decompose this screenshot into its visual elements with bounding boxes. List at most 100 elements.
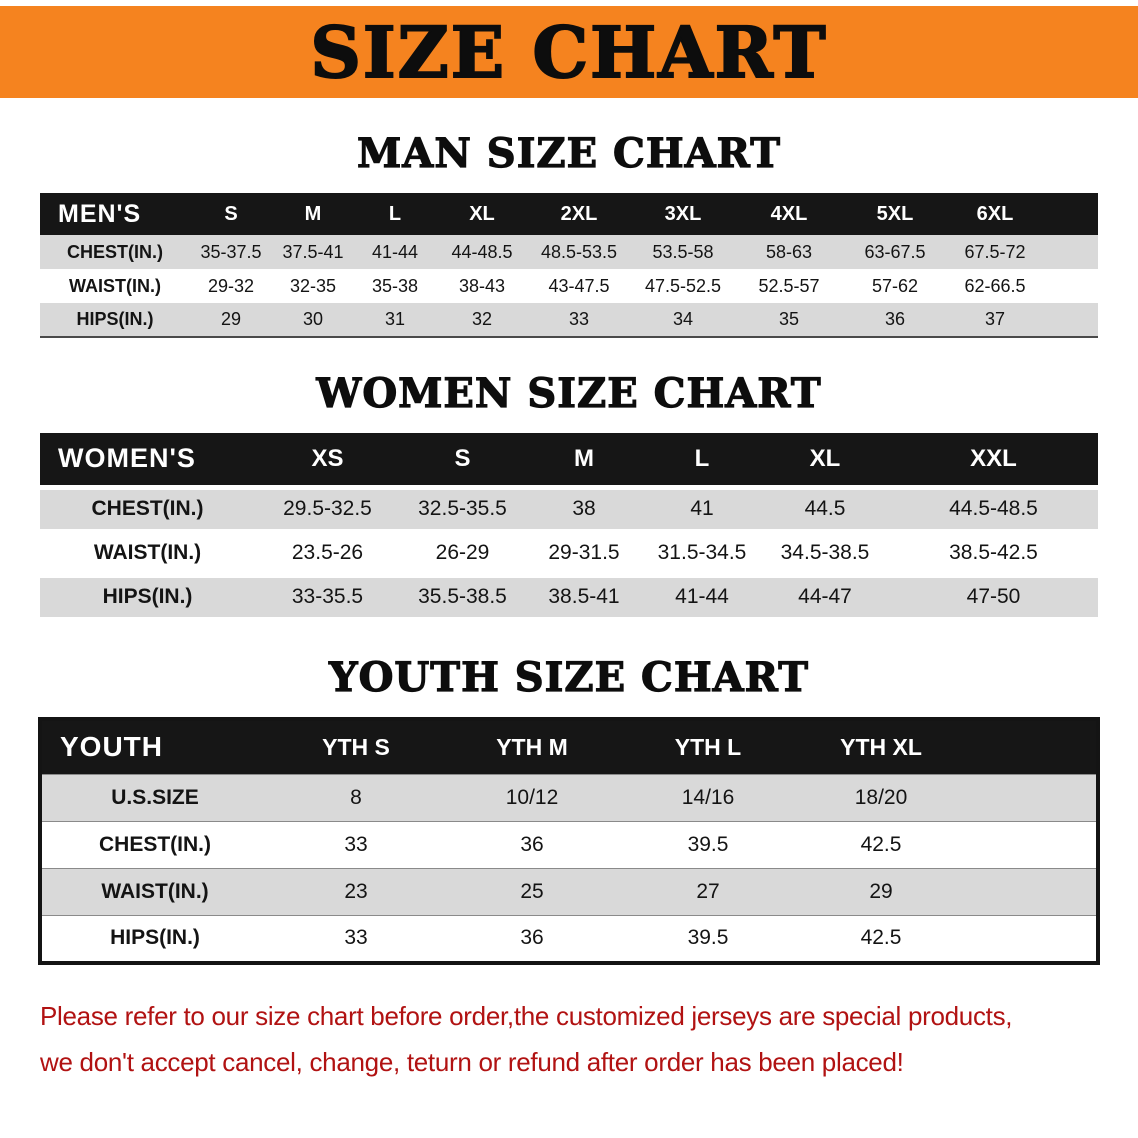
value-cell: 32.5-35.5 <box>418 497 507 520</box>
women-section: WOMEN SIZE CHART WOMEN'S XS S M L XL XXL CHEST(… <box>0 369 1138 622</box>
value-cell: 25 <box>520 880 544 903</box>
table-row: CHEST(IN.) 29.5-32.5 32.5-35.5 38 41 44.5 44.5… <box>40 487 1098 531</box>
value-cell: 44-48.5 <box>451 241 513 262</box>
page-title: SIZE CHART <box>309 10 828 95</box>
youth-section: YOUTH SIZE CHART YOUTH YTH S YTH M YTH L YTH… <box>0 653 1138 965</box>
value-cell: 44.5-48.5 <box>949 497 1038 520</box>
value-cell: 26-29 <box>435 541 490 564</box>
row-label-cell: CHEST(IN.) <box>91 497 204 520</box>
row-label-cell: CHEST(IN.) <box>99 833 211 856</box>
value-cell: 38 <box>572 497 596 520</box>
value-cell: 41 <box>690 497 714 520</box>
table-title-cell: YOUTH <box>40 718 268 775</box>
women-section-heading: WOMEN SIZE CHART <box>316 369 822 417</box>
value-cell: 47.5-52.5 <box>644 275 722 296</box>
size-header-cell: XL <box>436 193 528 235</box>
value-cell: 47-50 <box>966 585 1021 608</box>
row-label-cell: WAIST(IN.) <box>101 880 209 903</box>
value-cell: 39.5 <box>687 926 729 950</box>
size-header-cell: YTH XL <box>796 718 1098 775</box>
value-cell: 18/20 <box>854 786 908 809</box>
value-cell: 8 <box>350 786 362 809</box>
value-cell: 33-35.5 <box>291 585 364 608</box>
value-cell: 43-47.5 <box>548 275 610 296</box>
value-cell: 31 <box>384 309 406 329</box>
value-cell: 29-32 <box>207 275 255 296</box>
size-header-cell: XL <box>761 433 889 487</box>
value-cell: 42.5 <box>860 926 902 950</box>
table-row: WAIST(IN.) 29-32 32-35 35-38 38-43 43-47.5 47.… <box>40 269 1098 303</box>
value-cell: 48.5-53.5 <box>540 241 618 262</box>
footer-note-line1: Please refer to our size chart before or… <box>40 1000 1013 1031</box>
value-cell: 38-43 <box>458 275 506 296</box>
table-title-cell: MEN'S <box>40 193 190 235</box>
table-row: WAIST(IN.) 23.5-26 26-29 29-31.5 31.5-34.5 34… <box>40 531 1098 575</box>
value-cell: 38.5-42.5 <box>949 541 1038 564</box>
value-cell: 14/16 <box>681 786 735 809</box>
footer-note-line2: we don't accept cancel, change, teturn o… <box>40 1046 904 1077</box>
value-cell: 35-37.5 <box>200 241 262 262</box>
value-cell: 41-44 <box>371 241 419 262</box>
table-row: U.S.SIZE 8 10/12 14/16 18/20 <box>40 774 1098 822</box>
value-cell: 44.5 <box>804 497 846 520</box>
value-cell: 34.5-38.5 <box>780 541 870 564</box>
row-label-cell: WAIST(IN.) <box>93 541 202 564</box>
row-label-cell: WAIST(IN.) <box>69 275 161 296</box>
table-row: HIPS(IN.) 33-35.5 35.5-38.5 38.5-41 41-44 44-… <box>40 575 1098 619</box>
value-cell: 36 <box>520 833 544 856</box>
size-header-cell: YTH S <box>268 718 444 775</box>
banner: SIZE CHART <box>0 6 1138 98</box>
value-cell: 52.5-57 <box>758 275 820 296</box>
value-cell: 29 <box>869 880 893 903</box>
table-row: HIPS(IN.) 29 30 31 32 33 34 35 36 37 <box>40 303 1098 337</box>
value-cell: 38.5-41 <box>548 585 620 608</box>
men-section-heading: MAN SIZE CHART <box>356 129 781 177</box>
row-label-cell: U.S.SIZE <box>111 786 199 809</box>
value-cell: 41-44 <box>675 585 729 608</box>
men-size-table: MEN'S S M L XL 2XL 3XL 4XL 5XL 6XL CHEST(IN.) 35-37… <box>40 193 1098 338</box>
size-header-cell: 3XL <box>630 193 736 235</box>
table-header-row: MEN'S S M L XL 2XL 3XL 4XL 5XL 6XL <box>40 193 1098 235</box>
value-cell: 33 <box>568 309 590 329</box>
row-label-cell: HIPS(IN.) <box>110 926 200 950</box>
size-header-cell: L <box>354 193 436 235</box>
row-label-cell: CHEST(IN.) <box>67 241 163 262</box>
value-cell: 27 <box>696 880 720 903</box>
value-cell: 58-63 <box>765 241 813 262</box>
value-cell: 35.5-38.5 <box>418 585 507 608</box>
value-cell: 57-62 <box>871 275 919 296</box>
value-cell: 32-35 <box>289 275 337 296</box>
value-cell: 53.5-58 <box>652 241 714 262</box>
value-cell: 33 <box>344 926 368 950</box>
size-chart-page: SIZE CHART MAN SIZE CHART MEN'S S M L XL 2XL 3… <box>0 6 1138 1085</box>
youth-size-table: YOUTH YTH S YTH M YTH L YTH XL U.S.SIZE 8 10/12… <box>38 716 1100 965</box>
value-cell: 44-47 <box>798 585 852 608</box>
value-cell: 31.5-34.5 <box>657 541 747 564</box>
value-cell: 34 <box>672 309 694 329</box>
size-header-cell: M <box>272 193 354 235</box>
value-cell: 35 <box>778 309 800 329</box>
size-header-cell: S <box>400 433 525 487</box>
value-cell: 30 <box>302 309 324 329</box>
value-cell: 33 <box>344 833 368 856</box>
value-cell: 35-38 <box>371 275 419 296</box>
value-cell: 29-31.5 <box>548 541 620 564</box>
size-header-cell: 2XL <box>528 193 630 235</box>
size-header-cell: L <box>643 433 761 487</box>
row-label-cell: HIPS(IN.) <box>76 309 154 329</box>
size-header-cell: 6XL <box>948 193 1098 235</box>
women-size-table: WOMEN'S XS S M L XL XXL CHEST(IN.) 29.5-32.5 32.5… <box>40 433 1098 622</box>
table-header-row: WOMEN'S XS S M L XL XXL <box>40 433 1098 487</box>
value-cell: 36 <box>520 926 544 950</box>
size-header-cell: XXL <box>889 433 1098 487</box>
value-cell: 62-66.5 <box>964 275 1026 296</box>
value-cell: 37 <box>984 309 1006 329</box>
value-cell: 23 <box>344 880 368 903</box>
size-header-cell: S <box>190 193 272 235</box>
men-section: MAN SIZE CHART MEN'S S M L XL 2XL 3XL 4XL 5XL 6XL… <box>0 129 1138 338</box>
size-header-cell: YTH M <box>444 718 620 775</box>
value-cell: 39.5 <box>687 833 729 856</box>
size-header-cell: M <box>525 433 643 487</box>
value-cell: 63-67.5 <box>864 241 926 262</box>
table-header-row: YOUTH YTH S YTH M YTH L YTH XL <box>40 718 1098 775</box>
